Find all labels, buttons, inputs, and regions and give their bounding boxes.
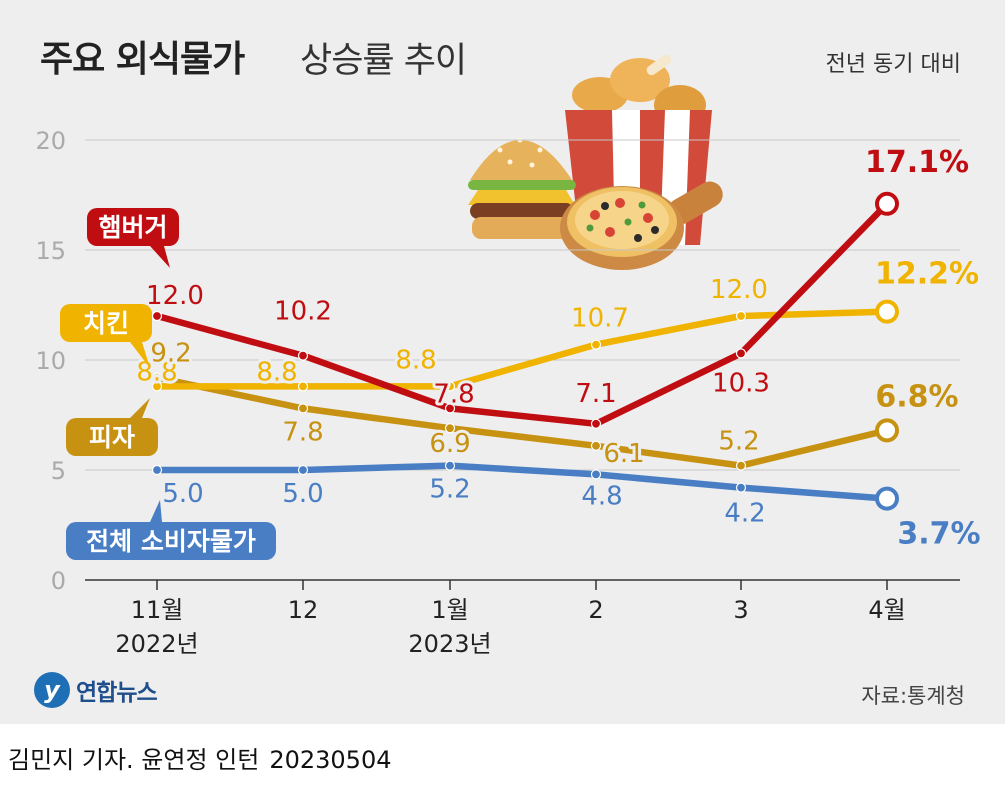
x-tick-label: 12 xyxy=(288,596,319,624)
legend-box xyxy=(66,522,276,560)
line-chart: 0 5 10 15 20 11월 2022년 12 1월 2023년 2 3 4월 12.0 10.2 7… xyxy=(35,54,983,658)
legend-pointer xyxy=(150,246,170,268)
source-note: 자료:통계청 xyxy=(861,684,965,708)
data-label: 6.9 xyxy=(429,429,470,459)
end-point-marker xyxy=(875,299,899,324)
x-tick-label: 4월 xyxy=(868,596,905,624)
series-line xyxy=(153,200,891,428)
fried-chicken-icon xyxy=(565,54,712,245)
byline-authors: 김민지 기자. 윤연정 인턴 xyxy=(8,746,260,774)
data-label: 5.0 xyxy=(162,479,203,509)
data-label: 12.0 xyxy=(710,275,768,305)
data-point xyxy=(151,464,163,476)
data-point xyxy=(590,339,602,350)
chart-panel: 주요 외식물가 상승률 추이 전년 동기 대비 xyxy=(0,0,1005,724)
data-point xyxy=(590,440,602,451)
legend-box xyxy=(66,418,158,456)
data-label: 5.2 xyxy=(718,427,759,457)
series-line xyxy=(153,308,891,390)
y-tick-label: 20 xyxy=(35,127,66,155)
legend-box xyxy=(87,208,179,246)
legend-box xyxy=(60,304,152,342)
data-point xyxy=(735,310,747,322)
series-line xyxy=(153,462,891,502)
byline: 김민지 기자. 윤연정 인턴 20230504 xyxy=(8,740,391,775)
data-label: 4.8 xyxy=(581,481,622,511)
data-label: 12.2% xyxy=(875,257,979,292)
logo-wordmark: 연합뉴스 xyxy=(76,680,158,706)
data-label: 7.8 xyxy=(282,417,323,447)
data-label: 8.8 xyxy=(395,345,436,375)
data-point xyxy=(590,418,602,429)
x-axis: 11월 2022년 12 1월 2023년 2 3 4월 xyxy=(85,579,960,658)
data-label: 6.1 xyxy=(603,439,644,469)
series-lines xyxy=(151,191,899,511)
food-illustration xyxy=(468,54,723,270)
data-point xyxy=(297,350,309,361)
data-point xyxy=(735,460,747,471)
end-point-marker xyxy=(875,418,899,443)
data-label: 8.8 xyxy=(136,357,177,387)
data-point xyxy=(735,348,747,359)
chart-title-suffix: 상승률 추이 xyxy=(300,41,467,81)
data-point xyxy=(444,403,456,414)
data-label: 6.8% xyxy=(875,379,958,414)
y-tick-label: 10 xyxy=(35,347,66,375)
legend-callout: 전체 소비자물가 xyxy=(66,500,276,560)
legend-callout: 치킨 xyxy=(60,304,152,368)
data-label: 10.3 xyxy=(712,368,770,398)
legend-pointer xyxy=(130,342,150,368)
x-tick-label: 2 xyxy=(588,596,603,624)
hamburger-icon xyxy=(468,137,576,239)
legend-callout: 햄버거 xyxy=(87,208,179,268)
data-point xyxy=(297,381,309,392)
logo-mark-icon: y xyxy=(34,672,70,708)
legend-label: 치킨 xyxy=(83,309,129,338)
data-label: 12.0 xyxy=(146,281,204,311)
data-labels: 12.0 10.2 7.8 7.1 10.3 17.1% 8.8 8.8 8.8 10.7 12.0… xyxy=(133,142,983,555)
data-label: 4.2 xyxy=(724,499,765,529)
data-label: 5.0 xyxy=(282,479,323,509)
yonhap-logo: y 연합뉴스 xyxy=(34,670,158,710)
data-label: 9.2 xyxy=(150,339,191,369)
data-label: 10.2 xyxy=(274,297,332,327)
data-point xyxy=(444,381,456,392)
y-tick-label: 0 xyxy=(51,567,66,595)
data-point xyxy=(151,310,163,322)
data-label: 10.7 xyxy=(571,304,629,334)
data-point xyxy=(151,381,163,392)
data-label: 8.8 xyxy=(256,357,297,387)
legend-pointer xyxy=(150,500,162,522)
data-label: 5.2 xyxy=(429,475,470,505)
legend-label: 햄버거 xyxy=(98,213,167,242)
x-tick-label: 3 xyxy=(733,596,748,624)
data-point xyxy=(735,482,747,493)
data-point xyxy=(297,403,309,414)
y-tick-label: 5 xyxy=(51,457,66,485)
end-point-marker xyxy=(875,191,899,216)
legend-label: 전체 소비자물가 xyxy=(86,527,256,556)
data-point xyxy=(444,423,456,434)
x-tick-label: 11월 2022년 xyxy=(115,596,198,658)
legend-label: 피자 xyxy=(89,423,135,452)
series-line xyxy=(153,374,891,469)
data-point xyxy=(590,469,602,480)
data-point xyxy=(297,464,309,476)
pizza-icon xyxy=(560,181,723,270)
data-label: 7.1 xyxy=(575,379,616,409)
x-tick-label: 1월 2023년 xyxy=(408,596,491,658)
chart-title: 주요 외식물가 xyxy=(40,39,245,80)
data-label: 7.8 xyxy=(433,379,474,409)
chart-subtitle: 전년 동기 대비 xyxy=(825,52,961,77)
data-point xyxy=(444,460,456,471)
legend-callout: 피자 xyxy=(66,398,158,456)
byline-date: 20230504 xyxy=(269,746,392,774)
y-tick-label: 15 xyxy=(35,237,66,265)
legend-pointer xyxy=(130,398,150,418)
end-point-marker xyxy=(875,486,899,511)
data-label: 3.7% xyxy=(897,517,980,552)
data-label: 17.1% xyxy=(865,145,969,180)
